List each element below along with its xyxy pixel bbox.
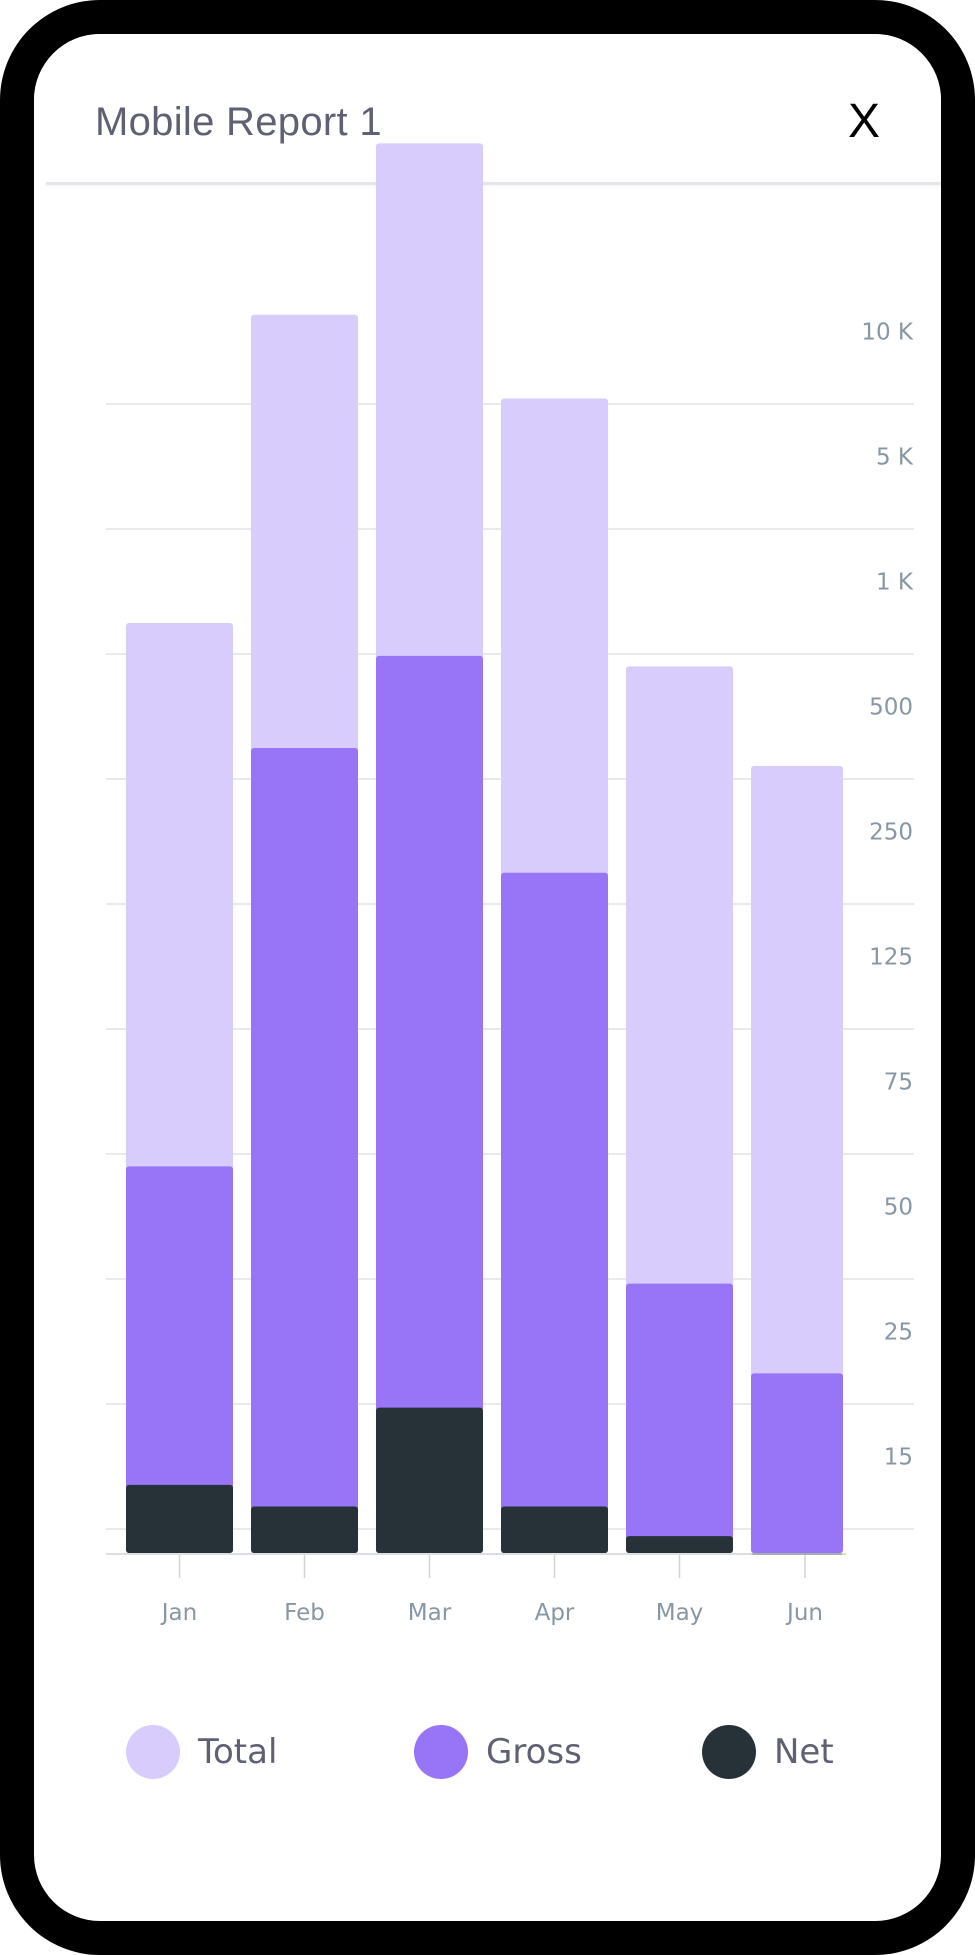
x-axis-labels: Jan Feb Mar Apr May Jun xyxy=(160,1600,823,1626)
y-tick-label: 250 xyxy=(869,820,913,846)
bar-gross-jun[interactable] xyxy=(751,1373,843,1553)
bars xyxy=(126,143,843,1555)
x-tick-label: Jan xyxy=(160,1600,197,1626)
bar-gross-apr[interactable] xyxy=(501,872,608,1553)
bar-net-feb[interactable] xyxy=(251,1506,358,1553)
legend-swatch-total xyxy=(126,1725,180,1779)
y-tick-label: 10 K xyxy=(861,320,914,346)
y-tick-label: 500 xyxy=(869,695,913,721)
x-tick-label: Apr xyxy=(535,1600,575,1626)
x-tick-label: Mar xyxy=(408,1600,452,1626)
bar-gross-may[interactable] xyxy=(626,1283,733,1553)
legend-swatch-gross xyxy=(414,1725,468,1779)
x-axis xyxy=(106,1553,846,1578)
bar-gross-feb[interactable] xyxy=(251,747,358,1553)
bar-total-jun[interactable] xyxy=(751,765,843,1553)
close-button[interactable]: X xyxy=(847,95,880,148)
y-tick-label: 25 xyxy=(884,1320,913,1346)
legend-item-net: Net xyxy=(702,1724,834,1780)
y-axis-labels: 15 25 50 75 125 250 500 1 K 5 K 10 K xyxy=(861,320,914,1471)
x-tick-label: Jun xyxy=(785,1600,823,1626)
bar-gross-jan[interactable] xyxy=(126,1166,233,1553)
report-header: Mobile Report 1 X xyxy=(34,34,941,184)
legend-label-gross: Gross xyxy=(486,1732,582,1772)
page-title: Mobile Report 1 xyxy=(95,100,382,144)
legend-label-net: Net xyxy=(774,1732,834,1772)
bar-net-may[interactable] xyxy=(626,1536,733,1553)
bar-net-jan[interactable] xyxy=(126,1484,233,1553)
header-divider xyxy=(46,182,941,185)
y-tick-label: 15 xyxy=(884,1445,913,1471)
legend-item-total: Total xyxy=(126,1724,277,1780)
x-tick-label: May xyxy=(656,1600,704,1626)
y-tick-label: 1 K xyxy=(876,570,914,596)
bar-gross-mar[interactable] xyxy=(376,655,483,1553)
x-tick-label: Feb xyxy=(284,1600,325,1626)
legend-label-total: Total xyxy=(198,1732,278,1772)
bar-chart: 15 25 50 75 125 250 500 1 K 5 K 10 K Jan Feb Mar Apr… xyxy=(106,143,914,1626)
legend-item-gross: Gross xyxy=(414,1724,582,1780)
y-tick-label: 125 xyxy=(869,945,913,971)
bar-net-apr[interactable] xyxy=(501,1506,608,1553)
y-tick-label: 75 xyxy=(884,1070,913,1096)
legend-swatch-net xyxy=(702,1725,756,1779)
bar-net-mar[interactable] xyxy=(376,1407,483,1553)
y-tick-label: 5 K xyxy=(876,445,914,471)
app-screen: Mobile Report 1 X 15 25 50 75 125 250 500 1 K 5 … xyxy=(34,34,941,1921)
chart-legend: Total Gross Net xyxy=(34,1724,941,1804)
y-tick-label: 50 xyxy=(884,1195,913,1221)
